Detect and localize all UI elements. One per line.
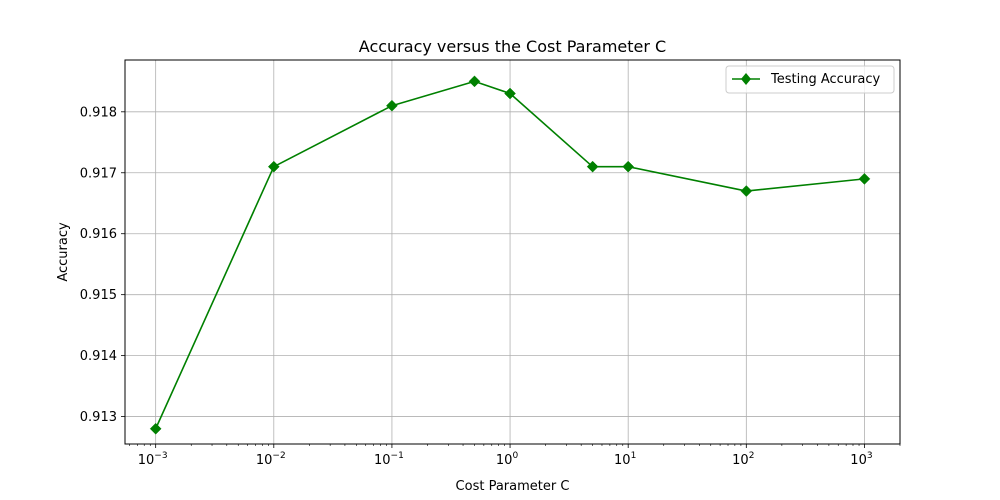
y-tick-label: 0.917 xyxy=(80,166,117,181)
y-tick-label: 0.918 xyxy=(80,105,117,120)
legend-label: Testing Accuracy xyxy=(770,72,880,87)
legend: Testing Accuracy xyxy=(725,65,895,94)
x-tick-label: 10−3 xyxy=(138,451,168,468)
grid-lines xyxy=(125,60,900,444)
axis-ticks: 10−3 10−2 10−1 100 101 102 103 0.913 0.914 0.915 0… xyxy=(80,105,901,468)
x-tick-label: 10−1 xyxy=(374,451,404,468)
y-tick-label: 0.916 xyxy=(80,227,117,242)
plot-frame xyxy=(124,59,901,445)
chart-title: Accuracy versus the Cost Parameter C xyxy=(359,37,666,56)
x-tick-label: 100 xyxy=(496,451,519,468)
data-point-diamond xyxy=(386,99,398,112)
y-tick-label: 0.915 xyxy=(80,288,117,303)
series-layer xyxy=(149,75,871,435)
x-tick-label: 101 xyxy=(614,451,636,468)
x-tick-label: 102 xyxy=(732,451,754,468)
data-point-diamond xyxy=(468,75,481,88)
x-tick-label: 10−2 xyxy=(256,451,286,468)
x-axis-title: Cost Parameter C xyxy=(456,479,570,494)
data-point-diamond xyxy=(149,422,162,435)
data-point-diamond xyxy=(504,87,516,100)
legend-diamond-marker xyxy=(741,73,751,85)
y-tick-label: 0.913 xyxy=(80,410,117,425)
x-tick-label: 103 xyxy=(850,451,872,468)
data-point-diamond xyxy=(622,160,635,173)
data-point-diamond xyxy=(586,160,599,173)
data-point-diamond xyxy=(267,160,280,173)
y-tick-label: 0.914 xyxy=(80,349,117,364)
legend-box xyxy=(725,65,895,94)
data-point-diamond xyxy=(740,185,753,197)
data-point-diamond xyxy=(858,173,871,185)
y-axis-title: Accuracy xyxy=(56,222,71,282)
